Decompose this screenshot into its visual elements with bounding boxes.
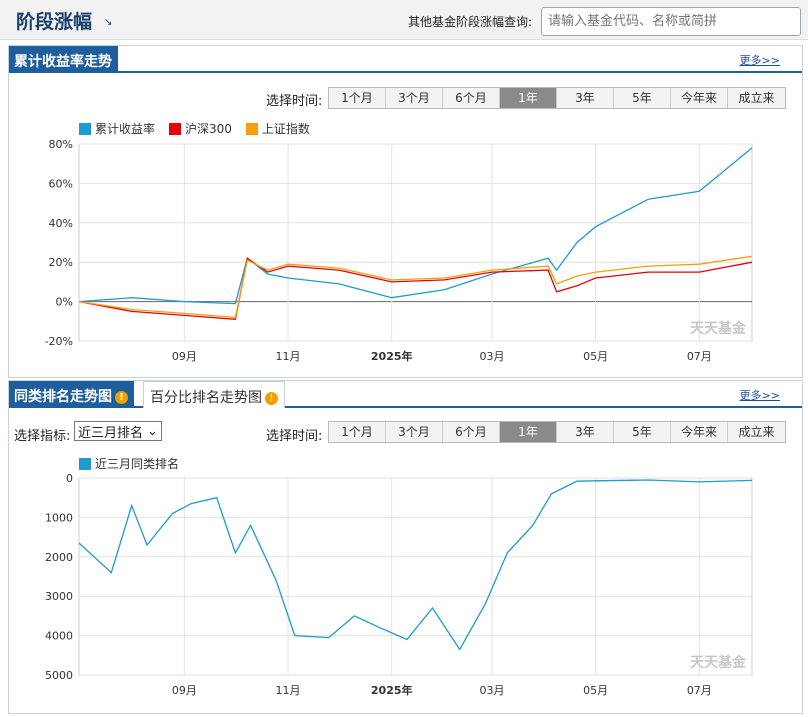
help-icon[interactable]: ! (265, 392, 278, 405)
rank-panel: 同类排名走势图! 百分比排名走势图! 更多>> 选择指标: 近三月排名 ⌄ 选择时… (8, 380, 803, 714)
x-tick-label: 07月 (687, 684, 712, 697)
y-tick-label: 60% (49, 177, 73, 190)
y-tick-label: 1000 (45, 511, 73, 524)
x-tick-label: 03月 (479, 350, 504, 363)
legend-label: 上证指数 (261, 122, 310, 136)
legend-label: 累计收益率 (95, 122, 156, 136)
indicator-label: 选择指标: (14, 429, 71, 444)
y-tick-label: 20% (49, 256, 73, 269)
period-ytd[interactable]: 今年来 (671, 422, 728, 442)
panel-header: 同类排名走势图! 百分比排名走势图! 更多>> (9, 381, 802, 408)
legend-item[interactable]: 累计收益率 (79, 120, 155, 137)
y-tick-label: 5000 (45, 669, 73, 682)
chart-legend: 累计收益率 沪深300 上证指数 (79, 120, 310, 137)
period-inception[interactable]: 成立来 (728, 88, 785, 108)
help-icon[interactable]: ! (115, 391, 128, 404)
legend-item[interactable]: 沪深300 (169, 120, 232, 137)
x-tick-label: 07月 (687, 350, 712, 363)
y-tick-label: 4000 (45, 630, 73, 643)
more-link[interactable]: 更多>> (739, 389, 780, 402)
tab-label: 百分比排名走势图 (150, 390, 262, 406)
legend-swatch (169, 122, 182, 135)
series-line (78, 257, 753, 320)
tab-percent-rank[interactable]: 百分比排名走势图! (143, 381, 285, 408)
x-tick-label: 05月 (583, 684, 608, 697)
indicator-select[interactable]: 近三月排名 ⌄ (74, 421, 162, 441)
period-1m[interactable]: 1个月 (329, 422, 386, 442)
cumulative-return-chart: 80% 60% 40% 20% 0% -20% 09月 11月 2025年 03月 05月 07月 天天… (45, 138, 753, 363)
period-3m[interactable]: 3个月 (386, 88, 443, 108)
watermark-text: 天天基金 (690, 654, 747, 671)
series-line (78, 255, 753, 319)
tab-peer-rank[interactable]: 同类排名走势图! (9, 381, 134, 408)
series-line (78, 479, 753, 651)
x-tick-label: 03月 (479, 684, 504, 697)
legend-swatch (79, 122, 91, 135)
tab-label: 同类排名走势图 (14, 389, 112, 405)
x-tick-label: 05月 (583, 350, 608, 363)
x-tick-label: 2025年 (371, 349, 413, 363)
period-3y[interactable]: 3年 (557, 422, 614, 442)
legend-swatch (245, 122, 258, 135)
y-tick-label: 0 (66, 472, 73, 485)
page-title: 阶段涨幅 (16, 11, 93, 33)
plot-frame (78, 477, 753, 676)
x-tick-label: 11月 (276, 350, 301, 363)
legend-item[interactable]: 近三月同类排名 (79, 455, 179, 472)
x-tick-label: 09月 (172, 684, 197, 697)
legend-item[interactable]: 上证指数 (245, 120, 310, 137)
period-6m[interactable]: 6个月 (443, 88, 500, 108)
period-6m[interactable]: 6个月 (443, 422, 500, 442)
period-5y[interactable]: 5年 (614, 88, 671, 108)
x-tick-label: 11月 (276, 684, 301, 697)
period-1y[interactable]: 1年 (500, 422, 557, 442)
indicator-value: 近三月排名 (78, 425, 144, 441)
period-label: 选择时间: (266, 94, 323, 109)
search-label: 其他基金阶段涨幅查询: (408, 15, 533, 29)
peer-rank-chart: 0 1000 2000 3000 4000 5000 09月 11月 2025年 03月 05月 07… (45, 472, 753, 697)
expand-arrow-icon[interactable]: ↘ (104, 17, 113, 28)
series-line (78, 147, 753, 305)
legend-label: 近三月同类排名 (95, 457, 180, 471)
y-tick-label: -20% (45, 335, 73, 348)
period-selector: 1个月 3个月 6个月 1年 3年 5年 今年来 成立来 (328, 421, 786, 443)
period-1y[interactable]: 1年 (500, 88, 557, 108)
watermark-text: 天天基金 (690, 320, 747, 337)
y-tick-label: 2000 (45, 551, 73, 564)
legend-label: 沪深300 (185, 122, 232, 136)
period-1m[interactable]: 1个月 (329, 88, 386, 108)
y-tick-label: 0% (56, 296, 73, 309)
plot-frame (78, 143, 753, 342)
period-3m[interactable]: 3个月 (386, 422, 443, 442)
period-selector: 1个月 3个月 6个月 1年 3年 5年 今年来 成立来 (328, 87, 786, 109)
more-link[interactable]: 更多>> (739, 54, 780, 67)
y-tick-label: 40% (49, 217, 73, 230)
period-inception[interactable]: 成立来 (728, 422, 785, 442)
y-tick-label: 80% (49, 138, 73, 151)
top-header: 阶段涨幅 ↘ 其他基金阶段涨幅查询: (0, 0, 808, 40)
x-tick-label: 09月 (172, 350, 197, 363)
tab-cumulative-return[interactable]: 累计收益率走势 (9, 46, 118, 73)
period-3y[interactable]: 3年 (557, 88, 614, 108)
period-5y[interactable]: 5年 (614, 422, 671, 442)
cumulative-return-panel: 累计收益率走势 更多>> 选择时间: 1个月 3个月 6个月 1年 3年 5年 … (8, 45, 803, 378)
fund-search-input[interactable] (541, 7, 801, 36)
chart-legend: 近三月同类排名 (79, 455, 179, 472)
chevron-down-icon: ⌄ (147, 423, 158, 439)
legend-swatch (79, 457, 91, 470)
x-tick-label: 2025年 (371, 683, 413, 697)
period-ytd[interactable]: 今年来 (671, 88, 728, 108)
panel-header: 累计收益率走势 更多>> (9, 46, 802, 73)
period-label: 选择时间: (266, 429, 323, 444)
y-tick-label: 3000 (45, 590, 73, 603)
